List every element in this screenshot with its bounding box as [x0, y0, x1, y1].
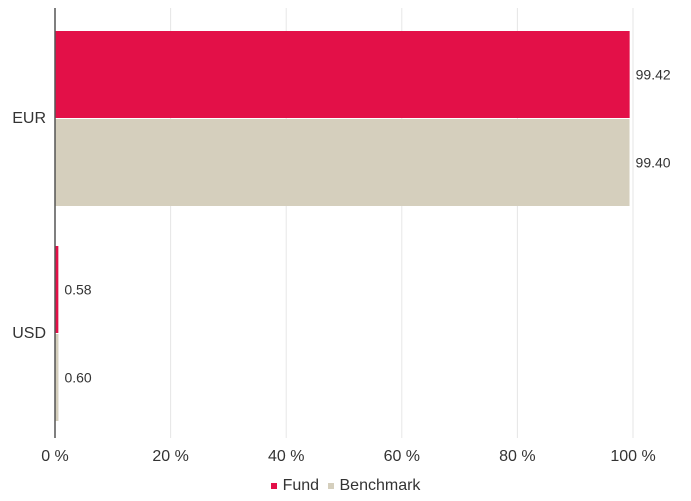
data-label: 0.60 [64, 370, 91, 386]
x-tick-label: 100 % [610, 448, 655, 465]
category-label: USD [12, 325, 46, 342]
data-label: 0.58 [64, 282, 91, 298]
category-labels-group: EUR USD [12, 110, 46, 342]
bar-fund-usd [55, 246, 59, 333]
legend-label-benchmark: Benchmark [339, 477, 421, 494]
x-tick-label: 40 % [268, 448, 304, 465]
x-tick-label: 60 % [384, 448, 420, 465]
data-label: 99.40 [636, 155, 671, 171]
legend-item-benchmark[interactable]: Benchmark [327, 477, 421, 495]
legend: Fund Benchmark [0, 476, 691, 495]
legend-label-fund: Fund [282, 477, 320, 494]
legend-swatch-benchmark [327, 483, 334, 489]
x-tick-labels-group: 0 % 20 % 40 % 60 % 80 % 100 % [41, 448, 655, 465]
data-label: 99.42 [636, 67, 671, 83]
bars-group [55, 31, 630, 421]
value-labels-group: 99.42 99.40 0.58 0.60 [64, 67, 671, 386]
bar-benchmark-eur [55, 119, 630, 206]
x-tick-label: 0 % [41, 448, 69, 465]
bar-benchmark-usd [55, 334, 59, 421]
x-tick-label: 20 % [152, 448, 188, 465]
bar-fund-eur [55, 31, 630, 118]
x-tick-label: 80 % [499, 448, 535, 465]
legend-swatch-fund [270, 483, 277, 489]
category-label: EUR [12, 110, 46, 127]
legend-item-fund[interactable]: Fund [270, 477, 320, 495]
